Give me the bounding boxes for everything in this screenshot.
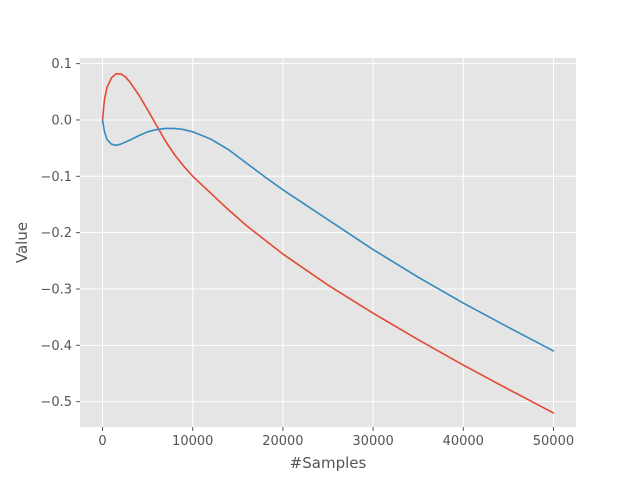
x-tick-label: 30000 [352, 434, 393, 449]
y-axis-label: Value [13, 222, 31, 263]
y-tick-label: −0.4 [40, 339, 72, 354]
x-tick-label: 40000 [443, 434, 484, 449]
plot-area [80, 58, 576, 427]
x-axis-label: #Samples [290, 454, 367, 472]
series-line-2 [101, 119, 555, 352]
y-tick-label: −0.3 [40, 282, 72, 297]
x-tick-label: 0 [98, 434, 106, 449]
y-tick-label: −0.2 [40, 226, 72, 241]
series-line-1 [101, 72, 555, 414]
y-tick-label: 0.0 [51, 113, 72, 128]
x-tick-label: 20000 [262, 434, 303, 449]
series-layer [101, 72, 555, 414]
y-tick-label: 0.1 [51, 57, 72, 72]
x-axis-ticks: 0 10000 20000 30000 40000 50000 [98, 427, 574, 449]
y-tick-label: −0.5 [40, 395, 72, 410]
y-tick-label: −0.1 [40, 170, 72, 185]
y-axis-ticks: 0.1 0.0 −0.1 −0.2 −0.3 −0.4 −0.5 [40, 57, 80, 410]
grid [80, 58, 576, 427]
x-tick-label: 10000 [172, 434, 213, 449]
x-tick-label: 50000 [533, 434, 574, 449]
